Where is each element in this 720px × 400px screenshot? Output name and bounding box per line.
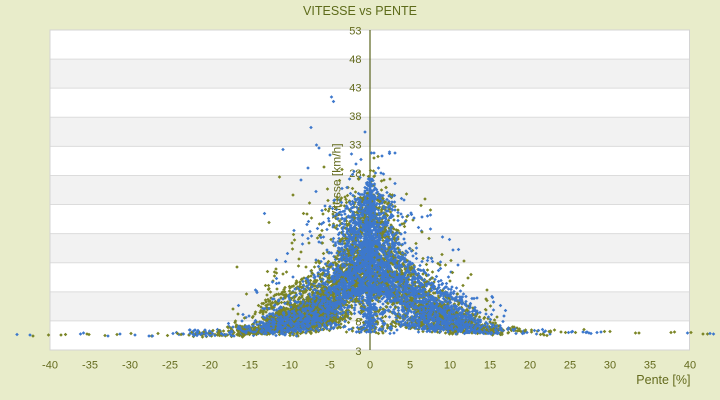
svg-text:-5: -5 bbox=[325, 360, 335, 372]
svg-text:15: 15 bbox=[484, 360, 496, 372]
svg-text:30: 30 bbox=[604, 360, 616, 372]
svg-text:5: 5 bbox=[407, 360, 413, 372]
svg-text:38: 38 bbox=[349, 111, 361, 123]
svg-text:25: 25 bbox=[564, 360, 576, 372]
svg-text:35: 35 bbox=[644, 360, 656, 372]
svg-text:10: 10 bbox=[444, 360, 456, 372]
svg-text:40: 40 bbox=[684, 360, 696, 372]
svg-text:0: 0 bbox=[367, 360, 373, 372]
svg-text:-40: -40 bbox=[42, 360, 58, 372]
svg-text:-25: -25 bbox=[162, 360, 178, 372]
svg-text:-30: -30 bbox=[122, 360, 138, 372]
svg-text:48: 48 bbox=[349, 54, 361, 66]
svg-text:VITESSE vs PENTE: VITESSE vs PENTE bbox=[303, 4, 417, 18]
svg-text:43: 43 bbox=[349, 82, 361, 94]
svg-text:-15: -15 bbox=[242, 360, 258, 372]
svg-text:-10: -10 bbox=[282, 360, 298, 372]
svg-text:Pente [%]: Pente [%] bbox=[636, 373, 690, 387]
svg-text:20: 20 bbox=[524, 360, 536, 372]
svg-text:-20: -20 bbox=[202, 360, 218, 372]
svg-text:-35: -35 bbox=[82, 360, 98, 372]
svg-text:33: 33 bbox=[349, 139, 361, 151]
svg-text:8: 8 bbox=[355, 317, 361, 329]
svg-text:3: 3 bbox=[355, 346, 361, 358]
svg-text:53: 53 bbox=[349, 25, 361, 37]
